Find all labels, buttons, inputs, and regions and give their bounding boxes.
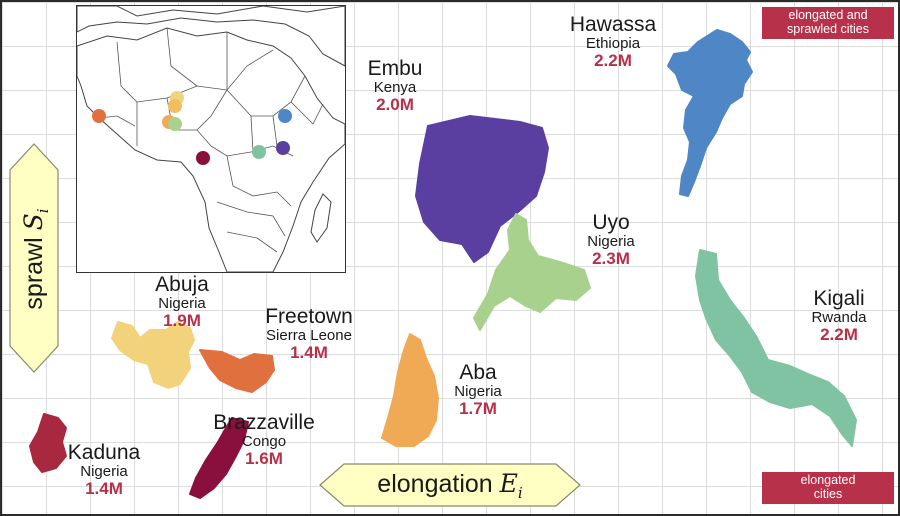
- city-name: Embu: [367, 57, 423, 80]
- africa-map: [77, 6, 345, 272]
- inset-dot-freetown: [92, 109, 106, 123]
- elongation-subscript: i: [517, 484, 523, 502]
- freetown-shape: [199, 349, 275, 393]
- tag-elongated-sprawled: elongated and sprawled cities: [762, 7, 894, 39]
- hawassa-shape: [667, 29, 753, 197]
- elongation-axis-label: elongation Ei: [344, 468, 556, 509]
- city-label-embu: Embu Kenya 2.0M: [350, 57, 440, 114]
- inset-dot-kaduna: [168, 99, 182, 113]
- inset-dot-embu: [276, 141, 290, 155]
- city-population: 2.2M: [820, 324, 858, 344]
- city-name: Freetown: [265, 305, 353, 328]
- sprawl-subscript: i: [34, 208, 52, 214]
- elongation-word: elongation: [377, 470, 493, 498]
- city-population: 1.4M: [290, 342, 328, 362]
- brazzaville-shape: [189, 417, 249, 499]
- city-name: Kaduna: [67, 441, 141, 464]
- sprawl-arrow: [9, 143, 59, 373]
- city-population: 2.0M: [376, 94, 414, 114]
- city-country: Kenya: [373, 79, 417, 97]
- city-country: Nigeria: [80, 463, 128, 481]
- tag-bottom-line1: elongated: [800, 473, 856, 487]
- city-population: 1.4M: [85, 478, 123, 498]
- city-label-freetown: Freetown Sierra Leone 1.4M: [244, 305, 374, 362]
- city-population: 1.6M: [245, 448, 283, 468]
- elongation-symbol: E: [499, 469, 518, 498]
- inset-dot-hawassa: [278, 109, 292, 123]
- city-name: Uyo: [592, 211, 630, 234]
- kaduna-shape: [29, 413, 67, 473]
- aba-shape: [381, 333, 439, 447]
- sprawl-axis-label: sprawl Si: [19, 181, 52, 337]
- elongation-arrow: [319, 463, 581, 507]
- city-country: Nigeria: [454, 383, 502, 401]
- city-name: Kigali: [813, 287, 865, 310]
- city-name: Hawassa: [569, 13, 657, 36]
- city-country: Nigeria: [587, 233, 635, 251]
- embu-shape: [415, 115, 549, 263]
- sprawl-word: sprawl: [20, 237, 48, 310]
- city-name: Abuja: [155, 273, 209, 296]
- city-country: Rwanda: [811, 309, 867, 327]
- tag-top-line1: elongated and: [788, 8, 868, 22]
- sprawl-symbol: S: [19, 213, 48, 231]
- city-label-kaduna: Kaduna Nigeria 1.4M: [58, 441, 150, 498]
- city-name: Brazzaville: [213, 411, 315, 434]
- city-country: Nigeria: [158, 295, 206, 313]
- city-country: Congo: [241, 433, 287, 451]
- inset-dot-uyo: [168, 117, 182, 131]
- city-population: 1.7M: [459, 398, 497, 418]
- city-label-hawassa: Hawassa Ethiopia 2.2M: [548, 13, 678, 70]
- city-population: 1.9M: [163, 310, 201, 330]
- city-population: 2.2M: [594, 50, 632, 70]
- tag-top-line2: sprawled cities: [787, 21, 869, 36]
- city-name: Aba: [459, 361, 497, 384]
- city-country: Ethiopia: [585, 35, 641, 53]
- city-label-kigali: Kigali Rwanda 2.2M: [794, 287, 884, 344]
- inset-dot-kigali: [252, 145, 266, 159]
- abuja-shape: [111, 321, 195, 389]
- africa-inset-map: [76, 5, 346, 273]
- inset-dot-brazzaville: [196, 151, 210, 165]
- uyo-shape: [473, 213, 591, 331]
- city-population: 2.3M: [592, 248, 630, 268]
- tag-bottom-line2: cities: [813, 486, 843, 501]
- kigali-shape: [695, 249, 857, 447]
- tag-elongated: elongated cities: [762, 472, 894, 504]
- city-label-aba: Aba Nigeria 1.7M: [436, 361, 520, 418]
- city-country: Sierra Leone: [266, 327, 352, 345]
- city-label-brazzaville: Brazzaville Congo 1.6M: [198, 411, 330, 468]
- city-label-abuja: Abuja Nigeria 1.9M: [136, 273, 228, 330]
- city-label-uyo: Uyo Nigeria 2.3M: [566, 211, 656, 268]
